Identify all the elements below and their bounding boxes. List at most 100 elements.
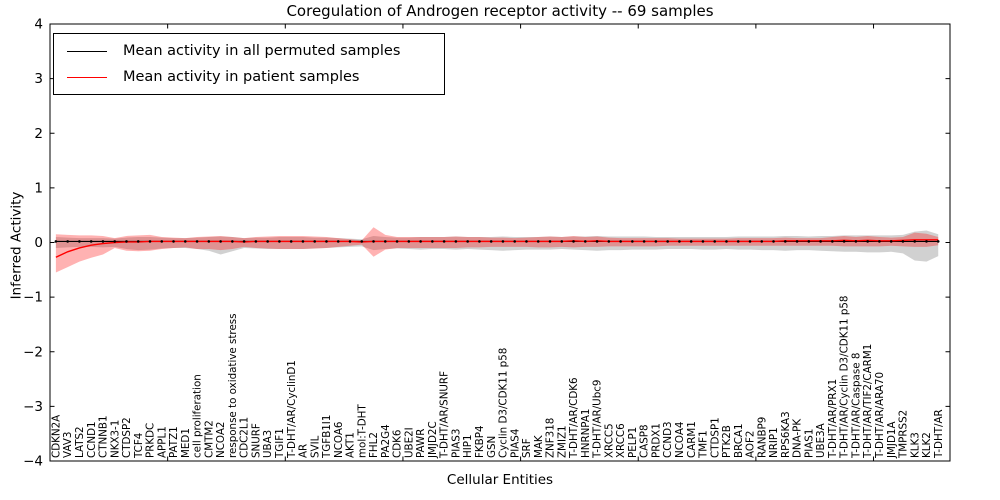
mean-marker-dot xyxy=(748,240,752,243)
x-category-label: NRIP1 xyxy=(768,427,780,458)
mean-marker-dot xyxy=(431,240,434,243)
y-tick-label: 4 xyxy=(34,17,43,33)
x-category-label: CTNNB1 xyxy=(98,416,110,459)
patient-band xyxy=(55,227,939,273)
x-category-label: KLK3 xyxy=(909,432,921,458)
x-category-label: Cyclin D3/CDK11 p58 xyxy=(498,348,510,458)
mean-marker-dot xyxy=(936,240,940,243)
y-tick-label: −1 xyxy=(23,290,43,306)
x-category-label: T-DHT/AR xyxy=(933,409,945,459)
x-category-label: MED1 xyxy=(180,428,192,458)
mean-marker-dot xyxy=(831,240,834,243)
mean-marker-dot xyxy=(478,240,481,243)
x-category-label: PTK2B xyxy=(721,425,733,458)
mean-marker-dot xyxy=(878,240,881,243)
mean-marker-dot xyxy=(207,240,211,243)
mean-marker-dot xyxy=(101,240,105,243)
y-tick-label: −2 xyxy=(23,344,43,360)
x-category-label: PELP1 xyxy=(627,427,639,458)
mean-marker-dot xyxy=(125,240,128,243)
x-category-label: AKT1 xyxy=(345,432,357,458)
y-tick-label: −3 xyxy=(23,399,43,415)
mean-marker-dot xyxy=(54,240,58,243)
x-category-label: T-DHT/AR/CDK6 xyxy=(568,377,580,459)
mean-marker-dot xyxy=(254,240,258,243)
x-category-label: FKBP4 xyxy=(474,426,486,459)
x-category-label: ZMIZ1 xyxy=(556,425,568,458)
y-tick-label: 1 xyxy=(34,180,43,196)
legend-label: Mean activity in all permuted samples xyxy=(123,43,401,59)
x-category-label: KLK2 xyxy=(921,432,933,458)
x-category-label: SRF xyxy=(521,438,533,458)
mean-marker-dot xyxy=(501,240,505,243)
mean-marker-dot xyxy=(842,240,846,243)
x-category-label: JMJD1A xyxy=(886,422,898,459)
mean-marker-dot xyxy=(925,240,928,243)
mean-marker-dot xyxy=(642,240,646,243)
x-category-label: CTDSP1 xyxy=(709,417,721,458)
mean-marker-dot xyxy=(372,240,375,243)
mean-marker-dot xyxy=(795,240,799,243)
x-category-label: XRCC6 xyxy=(615,423,627,458)
mean-marker-dot xyxy=(583,240,587,243)
mean-marker-dot xyxy=(195,240,199,243)
x-category-label: HNRNPA1 xyxy=(580,409,592,458)
x-category-label: T-DHT/AR/Caspase 8 xyxy=(850,353,862,459)
mean-marker-dot xyxy=(619,240,622,243)
mean-marker-dot xyxy=(78,240,81,243)
x-category-label: NKX3-1 xyxy=(109,420,121,458)
mean-marker-dot xyxy=(136,240,140,243)
x-category-label: XRCC5 xyxy=(603,423,615,458)
legend-item-permuted: Mean activity in all permuted samples xyxy=(54,39,444,63)
mean-marker-dot xyxy=(466,240,469,243)
mean-marker-dot xyxy=(360,240,364,243)
x-category-label: APPL1 xyxy=(156,426,168,458)
mean-marker-dot xyxy=(689,240,693,243)
x-category-label: NCOA2 xyxy=(215,422,227,458)
x-category-label: LATS2 xyxy=(74,426,86,458)
x-category-label: TGIF1 xyxy=(274,428,286,459)
mean-marker-dot xyxy=(489,240,493,243)
mean-marker-dot xyxy=(231,240,234,243)
x-category-label: SVIL xyxy=(309,435,321,458)
mean-marker-dot xyxy=(278,240,281,243)
x-category-label: T-DHT/AR/Cyclin D3/CDK11 p58 xyxy=(839,296,851,459)
mean-marker-dot xyxy=(348,240,352,243)
x-category-label: AR xyxy=(298,444,310,458)
x-category-label: T-DHT/AR/TIF2/CARM1 xyxy=(862,344,874,459)
x-category-label: UBA3 xyxy=(262,430,274,458)
x-category-label: T-DHT/AR/SNURF xyxy=(439,371,451,459)
mean-marker-dot xyxy=(536,240,540,243)
mean-marker-dot xyxy=(66,240,69,243)
mean-marker-dot xyxy=(89,240,93,243)
mean-marker-dot xyxy=(513,240,517,243)
mean-marker-dot xyxy=(242,240,246,243)
mean-marker-dot xyxy=(725,240,728,243)
legend-item-patient: Mean activity in patient samples xyxy=(54,65,444,89)
x-category-label: RPS6KA3 xyxy=(780,411,792,458)
mean-marker-dot xyxy=(572,240,575,243)
mean-marker-dot xyxy=(736,240,740,243)
x-category-label: DNA-PK xyxy=(792,419,804,458)
legend-label: Mean activity in patient samples xyxy=(123,69,360,85)
mean-marker-dot xyxy=(336,240,340,243)
x-category-label: SNURF xyxy=(250,423,262,458)
x-category-label: CASP8 xyxy=(639,424,651,458)
x-category-label: GSN xyxy=(486,436,498,458)
x-axis-label: Cellular Entities xyxy=(446,472,554,488)
permuted-line-swatch xyxy=(67,50,107,52)
permuted-band xyxy=(55,230,939,262)
y-tick-label: 0 xyxy=(34,235,43,251)
x-category-label: CARM1 xyxy=(686,421,698,458)
mean-marker-dot xyxy=(854,240,858,243)
axis-ticks xyxy=(50,23,950,462)
x-category-label: T-DHT/AR/Ubc9 xyxy=(592,380,604,459)
x-category-label: CTDSP2 xyxy=(121,417,133,458)
x-category-label: CCND1 xyxy=(86,421,98,458)
x-category-label: UBE2I xyxy=(403,427,415,458)
chart-title: Coregulation of Androgen receptor activi… xyxy=(286,2,714,20)
mean-marker-dot xyxy=(148,240,152,243)
x-category-label: MAK xyxy=(533,435,545,458)
